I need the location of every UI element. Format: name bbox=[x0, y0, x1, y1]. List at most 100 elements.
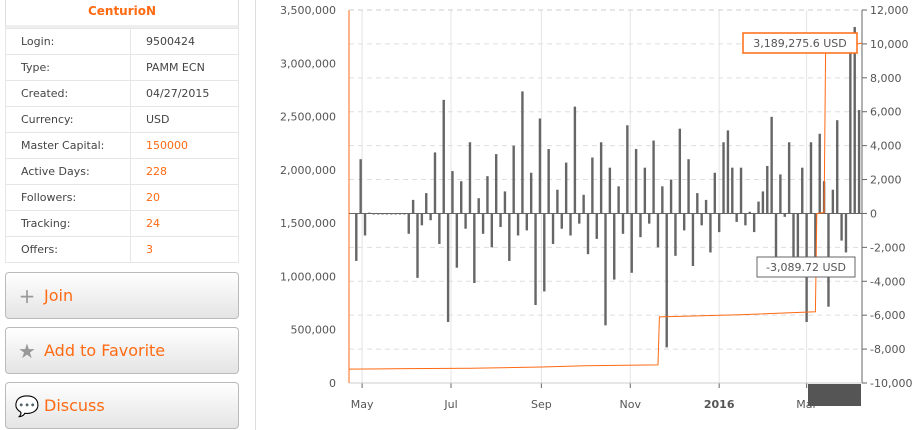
profit-bar bbox=[648, 213, 651, 224]
profit-bar bbox=[779, 174, 782, 214]
profit-bar bbox=[543, 213, 546, 292]
right-axis-label: -10,000 bbox=[870, 377, 912, 390]
discuss-label: Discuss bbox=[44, 396, 105, 415]
profit-bar bbox=[564, 162, 568, 214]
profit-bar bbox=[363, 213, 367, 236]
info-value: 3 bbox=[130, 236, 239, 263]
x-axis-label: Nov bbox=[620, 398, 642, 411]
profit-bar bbox=[661, 186, 664, 214]
info-label: Followers: bbox=[5, 184, 131, 211]
info-label: Created: bbox=[5, 80, 131, 107]
profit-bar bbox=[425, 193, 428, 214]
profit-bar bbox=[814, 213, 817, 261]
profit-bar bbox=[687, 159, 690, 214]
favorite-label: Add to Favorite bbox=[44, 341, 166, 360]
profit-bar bbox=[438, 213, 441, 244]
date-tooltip-box bbox=[808, 384, 861, 406]
profit-bar bbox=[460, 181, 463, 214]
profit-bar bbox=[744, 213, 747, 226]
profit-bar bbox=[455, 213, 459, 268]
info-row: Currency: USD bbox=[5, 106, 239, 133]
profit-bar bbox=[538, 118, 542, 214]
profit-bar bbox=[652, 140, 655, 214]
profit-bar bbox=[757, 201, 760, 214]
profit-tooltip: -3,089.72 USD bbox=[766, 261, 846, 274]
profit-bar bbox=[508, 213, 511, 261]
profit-bar bbox=[407, 213, 410, 234]
profit-bar bbox=[722, 142, 725, 214]
balance-line bbox=[348, 42, 863, 370]
profit-bar bbox=[857, 110, 861, 214]
profit-bar bbox=[451, 171, 454, 214]
profit-bar bbox=[853, 26, 856, 214]
profit-bar bbox=[481, 213, 485, 234]
right-axis-label: 4,000 bbox=[870, 140, 902, 153]
profit-bar bbox=[643, 167, 647, 214]
info-value: 9500424 bbox=[130, 28, 239, 55]
profit-bar bbox=[634, 149, 638, 214]
profit-bar bbox=[674, 213, 677, 256]
profit-bar bbox=[499, 213, 502, 228]
profit-bar bbox=[442, 99, 445, 214]
profit-bar bbox=[486, 176, 489, 214]
left-axis-label: 500,000 bbox=[291, 324, 337, 337]
profit-bar bbox=[560, 213, 563, 229]
star-icon: ★ bbox=[18, 338, 36, 363]
join-button[interactable]: + Join bbox=[5, 272, 239, 319]
profit-bar bbox=[503, 191, 507, 214]
profit-bar bbox=[573, 106, 577, 214]
info-label: Login: bbox=[5, 28, 131, 55]
info-row: Type: PAMM ECN bbox=[5, 54, 239, 81]
info-value: 20 bbox=[130, 184, 239, 211]
left-axis-label: 2,000,000 bbox=[280, 164, 336, 177]
profit-bar bbox=[787, 142, 791, 214]
info-row: Active Days: 228 bbox=[5, 158, 239, 185]
right-axis-label: 0 bbox=[870, 207, 877, 220]
profit-bar bbox=[849, 50, 852, 214]
plus-icon: + bbox=[18, 283, 36, 308]
profit-bar bbox=[578, 213, 581, 224]
profit-bar bbox=[739, 167, 743, 214]
account-name: CenturioN bbox=[5, 0, 239, 28]
right-axis-label: 6,000 bbox=[870, 106, 902, 119]
speech-bubble-icon: 💬 bbox=[14, 393, 40, 418]
x-axis-label: May bbox=[351, 398, 374, 411]
profit-bar bbox=[682, 213, 686, 231]
profit-bar bbox=[726, 130, 730, 214]
right-axis-label: 12,000 bbox=[870, 4, 909, 17]
profit-bar bbox=[766, 165, 769, 214]
profit-bar bbox=[477, 198, 480, 214]
profit-bar bbox=[639, 213, 642, 238]
profit-bar bbox=[569, 213, 572, 236]
info-row: Login: 9500424 bbox=[5, 28, 239, 55]
profit-bar bbox=[669, 179, 673, 214]
profit-bar bbox=[586, 213, 590, 255]
profit-bar bbox=[512, 145, 515, 214]
left-axis-label: 1,000,000 bbox=[280, 270, 336, 283]
profit-bar bbox=[411, 199, 415, 214]
profit-bar bbox=[621, 213, 625, 234]
profit-bar bbox=[844, 213, 848, 253]
profit-bar bbox=[468, 142, 472, 214]
profit-bar bbox=[770, 116, 773, 214]
profit-bar bbox=[713, 172, 717, 214]
profit-bar bbox=[551, 213, 555, 244]
add-to-favorite-button[interactable]: ★ Add to Favorite bbox=[5, 327, 239, 374]
profit-bar bbox=[355, 213, 358, 261]
profit-bar bbox=[582, 194, 585, 214]
account-panel: CenturioN Login: 9500424 Type: PAMM ECN Crea… bbox=[5, 0, 239, 263]
join-label: Join bbox=[44, 286, 74, 305]
profit-bar bbox=[783, 213, 786, 217]
profit-bar bbox=[446, 213, 450, 322]
right-axis-label: 10,000 bbox=[870, 38, 909, 51]
profit-bar bbox=[433, 152, 437, 214]
discuss-button[interactable]: 💬 Discuss bbox=[5, 382, 239, 429]
info-label: Type: bbox=[5, 54, 131, 81]
left-axis-label: 1,500,000 bbox=[280, 217, 336, 230]
profit-bar bbox=[599, 142, 603, 214]
profit-bar bbox=[525, 213, 529, 231]
right-axis-label: 8,000 bbox=[870, 72, 902, 85]
profit-tooltip-box bbox=[756, 256, 856, 278]
profit-bar bbox=[556, 189, 559, 214]
